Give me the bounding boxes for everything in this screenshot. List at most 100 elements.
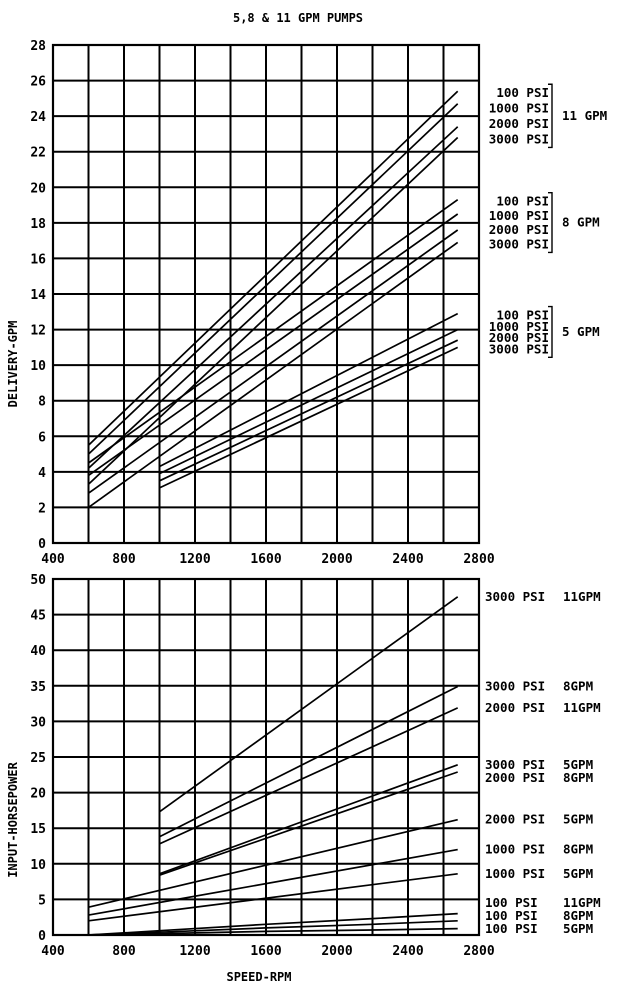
horsepower-series-line: [88, 818, 458, 909]
delivery-y-tick-label: 14: [30, 288, 46, 303]
horsepower-series-label-pressure: 3000 PSI: [485, 757, 545, 772]
delivery-y-tick-label: 10: [30, 359, 46, 374]
delivery-grid: [53, 45, 479, 543]
delivery-group-label: 8 GPM: [562, 215, 600, 230]
horsepower-grid: [53, 579, 479, 935]
delivery-series-line: [88, 241, 459, 509]
delivery-series-line: [159, 339, 459, 482]
horsepower-series-label-pump: 8GPM: [563, 679, 593, 694]
delivery-x-ticks: 400 800 1200 1600 2000 2400 2800: [41, 552, 495, 567]
delivery-series-line: [87, 103, 459, 455]
delivery-y-tick-label: 28: [30, 39, 46, 54]
delivery-x-tick-label: 2000: [321, 552, 352, 567]
delivery-series-line: [87, 90, 459, 446]
delivery-y-tick-label: 6: [38, 430, 46, 445]
horsepower-series-labels: 3000 PSI 11GPM 3000 PSI 8GPM 2000 PSI 11GPM 30…: [485, 589, 601, 936]
delivery-series-label: 2000 PSI: [489, 116, 549, 131]
horsepower-series-line: [88, 848, 458, 916]
horsepower-series-label-pump: 8GPM: [563, 908, 593, 923]
delivery-plot-frame: [51, 43, 481, 545]
horsepower-y-axis-label: INPUT-HORSEPOWER: [6, 761, 20, 877]
horsepower-y-tick-label: 35: [30, 680, 46, 695]
horsepower-series-label-pressure: 100 PSI: [485, 908, 538, 923]
chart-title: 5,8 & 11 GPM PUMPS: [233, 11, 363, 25]
horsepower-series-label-pump: 5GPM: [563, 757, 593, 772]
horsepower-series-label-pressure: 1000 PSI: [485, 866, 545, 881]
delivery-series-label: 3000 PSI: [489, 236, 549, 251]
horsepower-series-line: [88, 919, 458, 936]
horsepower-series-lines: [88, 596, 459, 936]
delivery-x-tick-label: 400: [41, 552, 65, 567]
delivery-y-tick-label: 12: [30, 324, 46, 339]
horsepower-y-tick-label: 15: [30, 822, 46, 837]
delivery-series-label: 1000 PSI: [489, 101, 549, 116]
delivery-y-tick-label: 22: [30, 146, 46, 161]
horsepower-series-label-pump: 11GPM: [563, 589, 601, 604]
horsepower-x-tick-label: 800: [112, 944, 136, 959]
horsepower-series-label-pressure: 3000 PSI: [485, 679, 545, 694]
delivery-series-line: [159, 346, 459, 489]
horsepower-series-label-pump: 11GPM: [563, 895, 601, 910]
horsepower-x-ticks: 400 800 1200 1600 2000 2400 2800: [41, 944, 495, 959]
delivery-series-label: 3000 PSI: [489, 131, 549, 146]
horsepower-series-label-pressure: 2000 PSI: [485, 700, 545, 715]
delivery-y-tick-label: 8: [38, 395, 46, 410]
delivery-y-tick-label: 18: [30, 217, 46, 232]
delivery-y-tick-label: 4: [38, 466, 46, 481]
horsepower-y-tick-label: 5: [38, 893, 46, 908]
delivery-x-tick-label: 1200: [179, 552, 210, 567]
horsepower-y-tick-label: 0: [38, 929, 46, 944]
horsepower-series-label-pressure: 3000 PSI: [485, 589, 545, 604]
horsepower-series-label-pressure: 100 PSI: [485, 921, 538, 936]
delivery-series-label: 3000 PSI: [489, 341, 549, 356]
delivery-series-line: [88, 213, 459, 477]
horsepower-series-line: [159, 685, 459, 838]
horsepower-y-tick-label: 30: [30, 715, 46, 730]
horsepower-series-label-pressure: 2000 PSI: [485, 770, 545, 785]
horsepower-series-line: [159, 707, 459, 845]
horsepower-series-label-pump: 5GPM: [563, 866, 593, 881]
delivery-group-label: 11 GPM: [562, 108, 607, 123]
delivery-y-tick-label: 2: [38, 501, 46, 516]
delivery-y-tick-label: 16: [30, 252, 46, 267]
horsepower-series-label-pump: 8GPM: [563, 842, 593, 857]
delivery-x-tick-label: 800: [112, 552, 136, 567]
horsepower-series-label-pump: 8GPM: [563, 770, 593, 785]
horsepower-series-label-pump: 5GPM: [563, 812, 593, 827]
horsepower-series-line: [159, 596, 459, 813]
group-bracket: [548, 192, 553, 254]
delivery-y-tick-label: 24: [30, 110, 46, 125]
horsepower-series-line: [159, 764, 458, 875]
delivery-series-line: [87, 136, 459, 485]
horsepower-series-label-pressure: 1000 PSI: [485, 842, 545, 857]
delivery-series-label: 100 PSI: [496, 308, 549, 323]
delivery-series-label: 2000 PSI: [489, 222, 549, 237]
delivery-series-line: [159, 312, 459, 468]
delivery-y-tick-label: 20: [30, 181, 46, 196]
horsepower-y-tick-label: 10: [30, 858, 46, 873]
delivery-series-line: [88, 199, 459, 464]
horsepower-chart: 0 5 10 15 20 25 30 35 40 45 50 400 800 1200 1600 2000 2…: [6, 573, 601, 984]
horsepower-y-tick-label: 40: [30, 644, 46, 659]
delivery-x-tick-label: 1600: [250, 552, 281, 567]
delivery-series-label: 100 PSI: [496, 85, 549, 100]
horsepower-series-line: [88, 872, 458, 922]
horsepower-y-ticks: 0 5 10 15 20 25 30 35 40 45 50: [30, 573, 46, 944]
horsepower-series-label-pump: 11GPM: [563, 700, 601, 715]
delivery-series-label: 1000 PSI: [489, 319, 549, 334]
delivery-series-line: [87, 126, 459, 469]
delivery-series-line: [88, 229, 459, 494]
delivery-series-label: 2000 PSI: [489, 330, 549, 345]
delivery-series-line: [159, 328, 459, 475]
horsepower-plot-frame: [51, 577, 481, 937]
delivery-series-lines: [87, 90, 459, 509]
horsepower-series-label-pressure: 2000 PSI: [485, 812, 545, 827]
horsepower-y-tick-label: 25: [30, 751, 46, 766]
horsepower-series-label-pump: 5GPM: [563, 921, 593, 936]
delivery-y-tick-label: 26: [30, 75, 46, 90]
group-bracket: [548, 305, 553, 359]
delivery-x-tick-label: 2400: [392, 552, 423, 567]
